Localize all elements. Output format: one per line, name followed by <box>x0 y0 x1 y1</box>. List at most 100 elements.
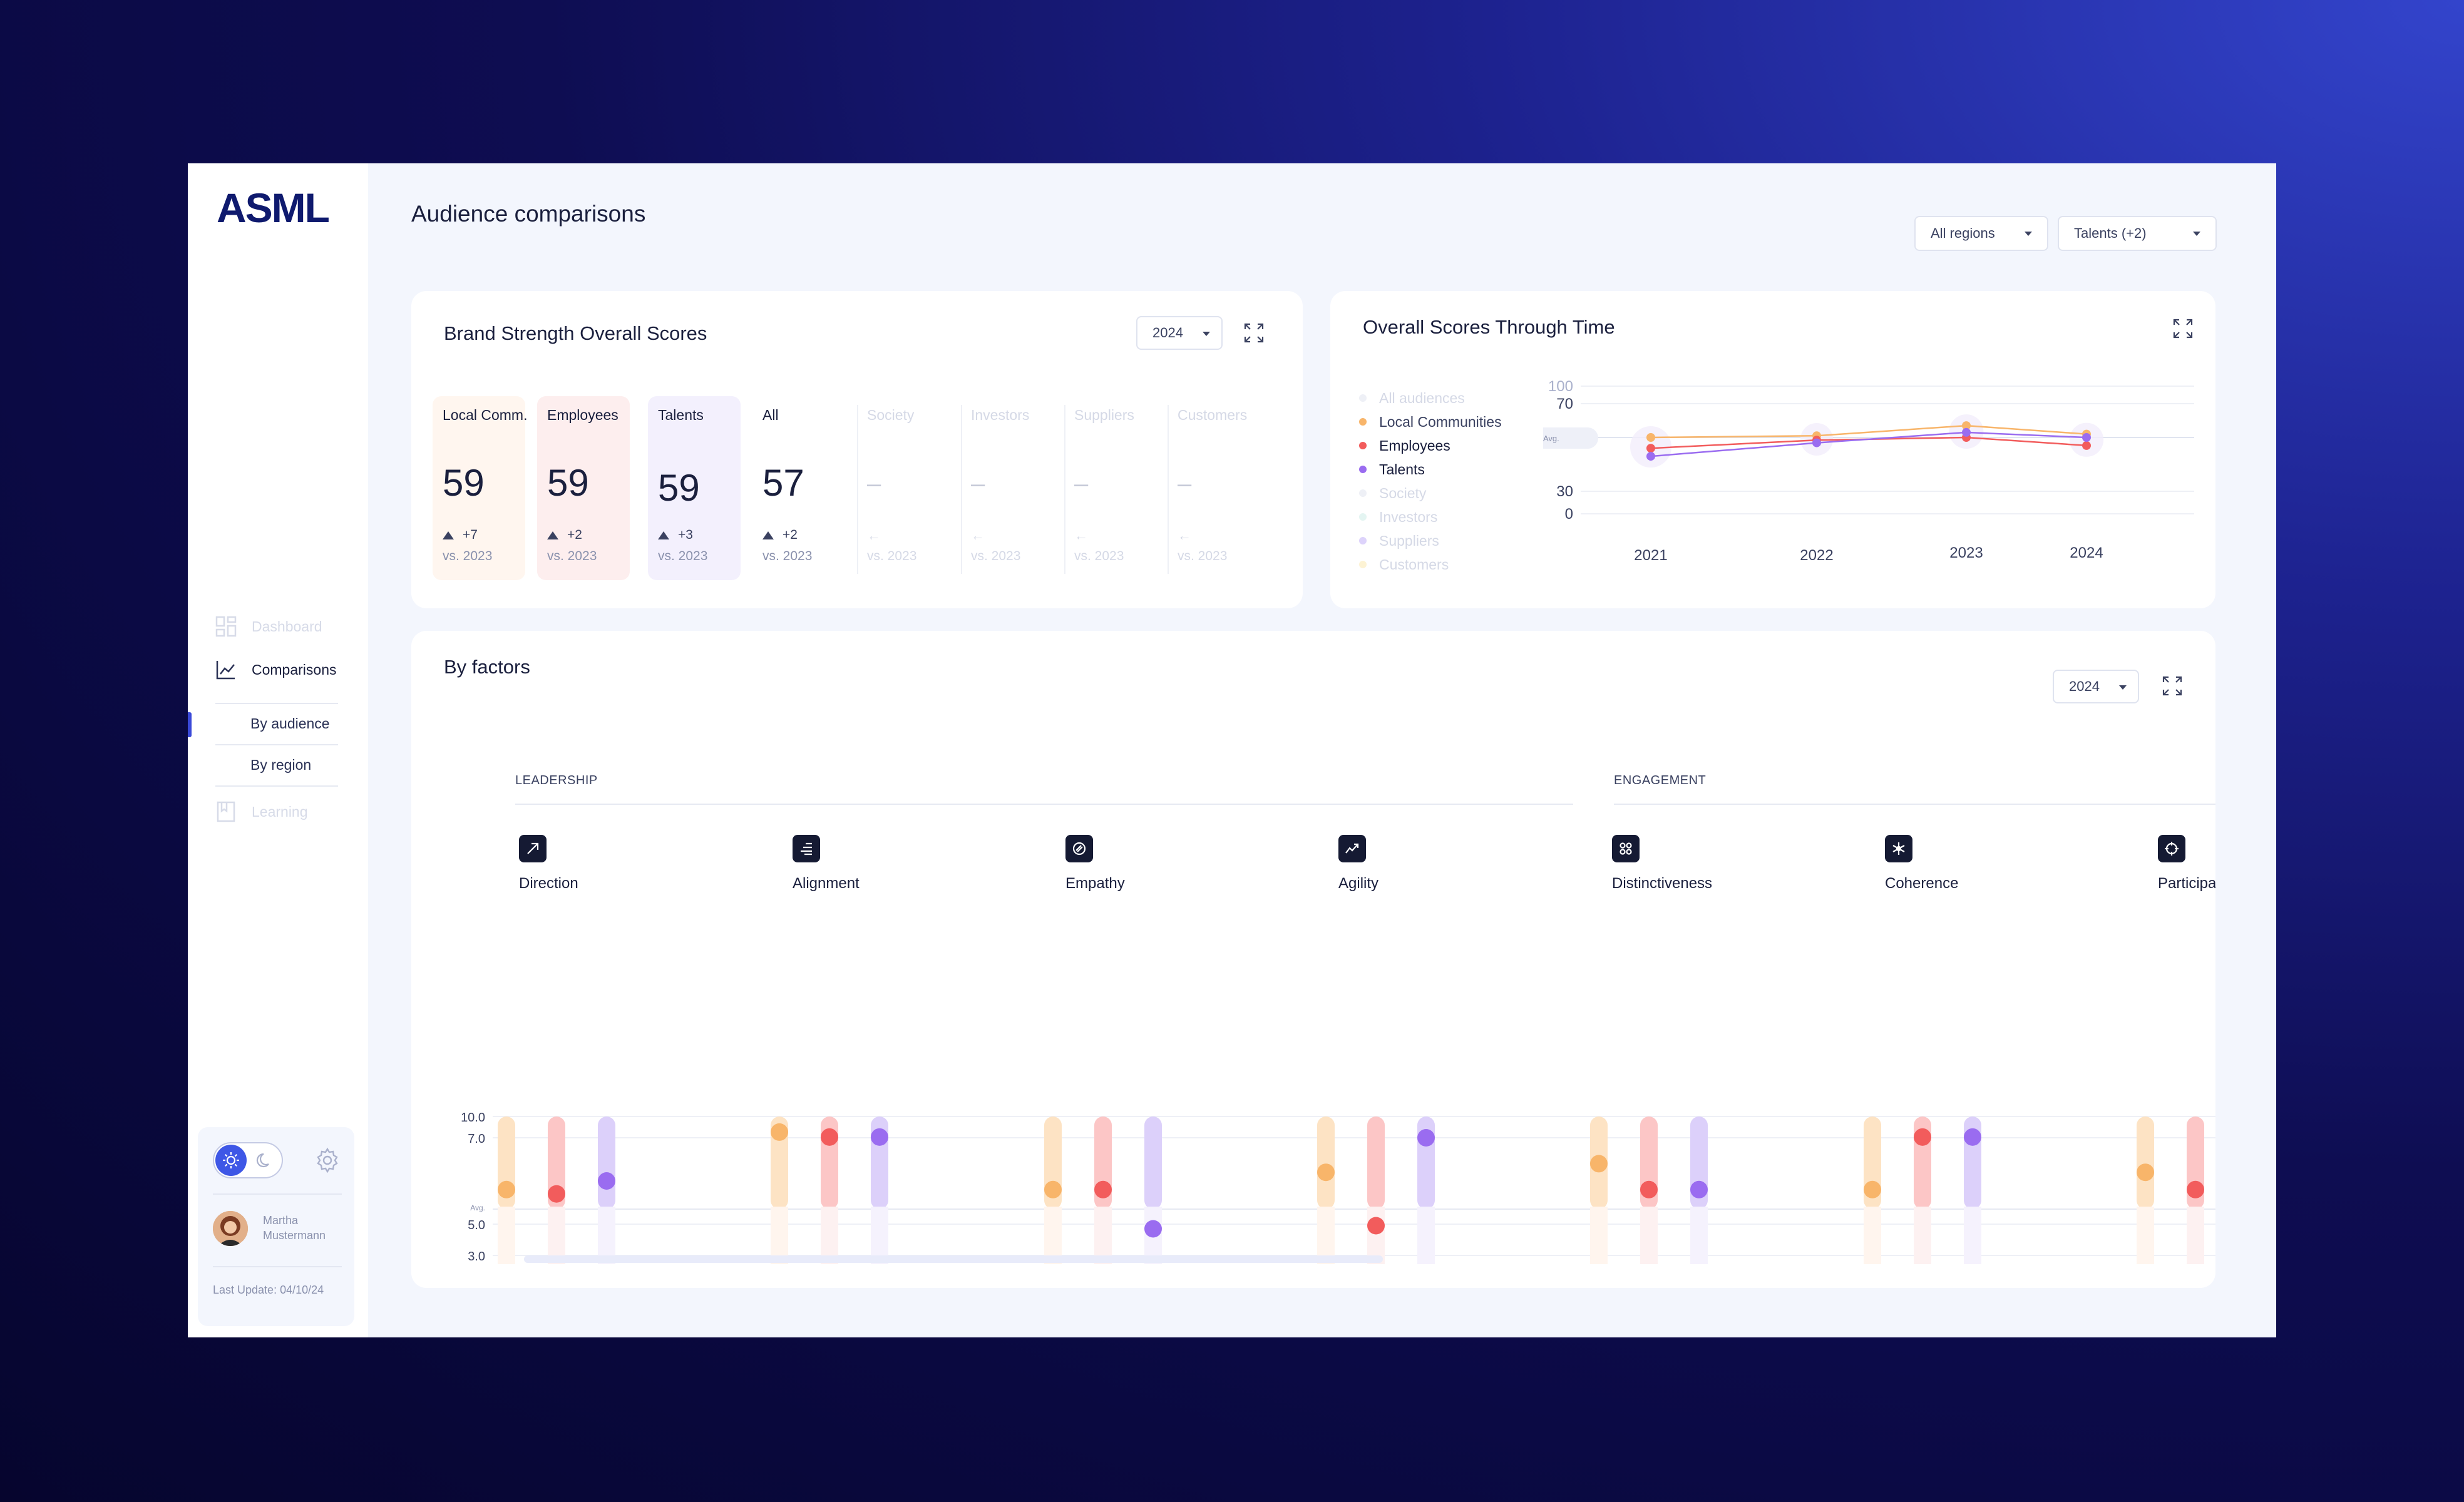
triangle-up-icon <box>547 531 558 539</box>
divider <box>1064 405 1065 574</box>
legend-item[interactable]: Society <box>1359 481 1502 505</box>
region-select-value: All regions <box>1931 225 1995 241</box>
y-tick-label: 30 <box>1556 483 1573 500</box>
factor-bar-lower <box>1690 1207 1708 1264</box>
y-tick-label: 5.0 <box>468 1218 485 1232</box>
y-tick-label: 70 <box>1556 396 1573 412</box>
factor-bar-lower <box>1367 1207 1385 1264</box>
factor-name: Coherence <box>1885 875 1959 892</box>
sidebar-item-comparisons[interactable]: Comparisons <box>215 659 337 680</box>
brand-logo[interactable]: ASML <box>217 186 342 228</box>
divider <box>213 1193 342 1195</box>
factor-point <box>771 1123 788 1141</box>
legend-item[interactable]: Talents <box>1359 457 1502 481</box>
legend-label: Customers <box>1379 556 1449 573</box>
expand-icon[interactable] <box>2172 317 2194 340</box>
audience-select[interactable]: Talents (+2) <box>2058 216 2217 251</box>
triangle-up-icon <box>762 531 774 539</box>
factor-bar-lower <box>1417 1207 1435 1264</box>
legend-dot <box>1359 513 1367 521</box>
score-label: All <box>762 407 779 423</box>
score-card-talents[interactable]: Talents 59 +3 vs. 2023 <box>648 396 741 580</box>
sidebar-subitem-by-region[interactable]: By region <box>250 757 312 773</box>
data-point <box>1646 433 1655 442</box>
score-card-investors[interactable]: Investors – ← vs. 2023 <box>961 396 1061 580</box>
legend-dot <box>1359 394 1367 402</box>
legend-item[interactable]: Investors <box>1359 505 1502 529</box>
data-point <box>1646 452 1655 461</box>
arrow-left-icon: ← <box>1074 528 1088 543</box>
legend-item[interactable]: Employees <box>1359 434 1502 457</box>
delta-value: +2 <box>567 528 582 542</box>
factor-bar-upper <box>548 1116 565 1209</box>
expand-icon[interactable] <box>1243 322 1265 344</box>
expand-icon[interactable] <box>2161 675 2184 697</box>
factor-bar-upper <box>1317 1116 1335 1209</box>
legend-label: Talents <box>1379 461 1425 478</box>
factor-agility[interactable]: Agility <box>1338 835 1378 892</box>
factor-bar-lower <box>1914 1207 1931 1264</box>
score-card-society[interactable]: Society – ← vs. 2023 <box>857 396 957 580</box>
theme-toggle[interactable] <box>213 1142 283 1178</box>
score-value: 59 <box>443 462 485 504</box>
divider <box>215 703 338 704</box>
legend-item[interactable]: All audiences <box>1359 386 1502 410</box>
legend-dot <box>1359 537 1367 544</box>
factor-bar-lower <box>1317 1207 1335 1264</box>
score-comparison: vs. 2023 <box>1074 549 1124 563</box>
factor-point <box>548 1185 565 1203</box>
score-card-customers[interactable]: Customers – ← vs. 2023 <box>1168 396 1274 580</box>
score-comparison: vs. 2023 <box>867 549 917 563</box>
factor-bar-lower <box>871 1207 888 1264</box>
legend-item[interactable]: Local Communities <box>1359 410 1502 434</box>
sidebar-item-learning[interactable]: Learning <box>215 801 308 822</box>
y-tick-label: 0 <box>1565 506 1573 523</box>
x-tick-label: 2021 <box>1634 547 1667 564</box>
score-value: – <box>867 470 881 498</box>
factor-point <box>498 1180 515 1198</box>
factor-empathy[interactable]: Empathy <box>1065 835 1125 892</box>
avg-pill <box>1543 427 1598 449</box>
score-label: Local Comm. <box>443 407 528 423</box>
score-card-all[interactable]: All 57 +2 vs. 2023 <box>752 396 845 580</box>
factor-point <box>598 1172 615 1190</box>
factor-direction[interactable]: Direction <box>519 835 578 892</box>
factor-bar-lower <box>1094 1207 1112 1264</box>
avg-label: Avg. <box>470 1203 485 1212</box>
factor-bar-lower <box>1640 1207 1658 1264</box>
divider <box>213 1266 342 1267</box>
y-tick-label: 7.0 <box>468 1132 485 1146</box>
brand-strength-card: Brand Strength Overall Scores 2024 Local… <box>411 291 1303 608</box>
legend-item[interactable]: Suppliers <box>1359 529 1502 553</box>
score-card-local-communities[interactable]: Local Comm. 59 +7 vs. 2023 <box>433 396 527 580</box>
factor-name: Alignment <box>793 875 860 892</box>
year-select[interactable]: 2024 <box>1136 316 1223 350</box>
factor-distinctiveness[interactable]: Distinctiveness <box>1612 835 1712 892</box>
score-card-employees[interactable]: Employees 59 +2 vs. 2023 <box>537 396 630 580</box>
legend-label: Investors <box>1379 508 1438 525</box>
factor-bar-upper <box>1144 1116 1162 1209</box>
factor-name: Empathy <box>1065 875 1125 892</box>
series-line <box>1650 436 2087 449</box>
avatar[interactable] <box>213 1211 248 1246</box>
sidebar-item-dashboard[interactable]: Dashboard <box>215 616 322 637</box>
year-select[interactable]: 2024 <box>2053 670 2139 703</box>
factor-point <box>1964 1128 1981 1146</box>
factor-coherence[interactable]: Coherence <box>1885 835 1958 892</box>
chart-legend: All audiences Local Communities Employees T… <box>1359 386 1502 576</box>
sidebar-subitem-by-audience[interactable]: By audience <box>250 715 330 732</box>
arrow-left-icon: ← <box>1178 528 1191 543</box>
score-comparison: vs. 2023 <box>1178 549 1228 563</box>
factor-participation[interactable]: Participa <box>2158 835 2215 892</box>
score-label: Investors <box>971 407 1030 423</box>
legend-label: All audiences <box>1379 389 1465 406</box>
score-value: 59 <box>658 467 700 509</box>
region-select[interactable]: All regions <box>1914 216 2048 251</box>
factor-bar-lower <box>1964 1207 1981 1264</box>
factor-point <box>1367 1217 1385 1235</box>
score-card-suppliers[interactable]: Suppliers – ← vs. 2023 <box>1064 396 1164 580</box>
factor-alignment[interactable]: Alignment <box>793 835 860 892</box>
horizontal-scrollbar[interactable] <box>524 1255 1383 1263</box>
gear-icon[interactable] <box>313 1146 342 1175</box>
legend-item[interactable]: Customers <box>1359 553 1502 576</box>
